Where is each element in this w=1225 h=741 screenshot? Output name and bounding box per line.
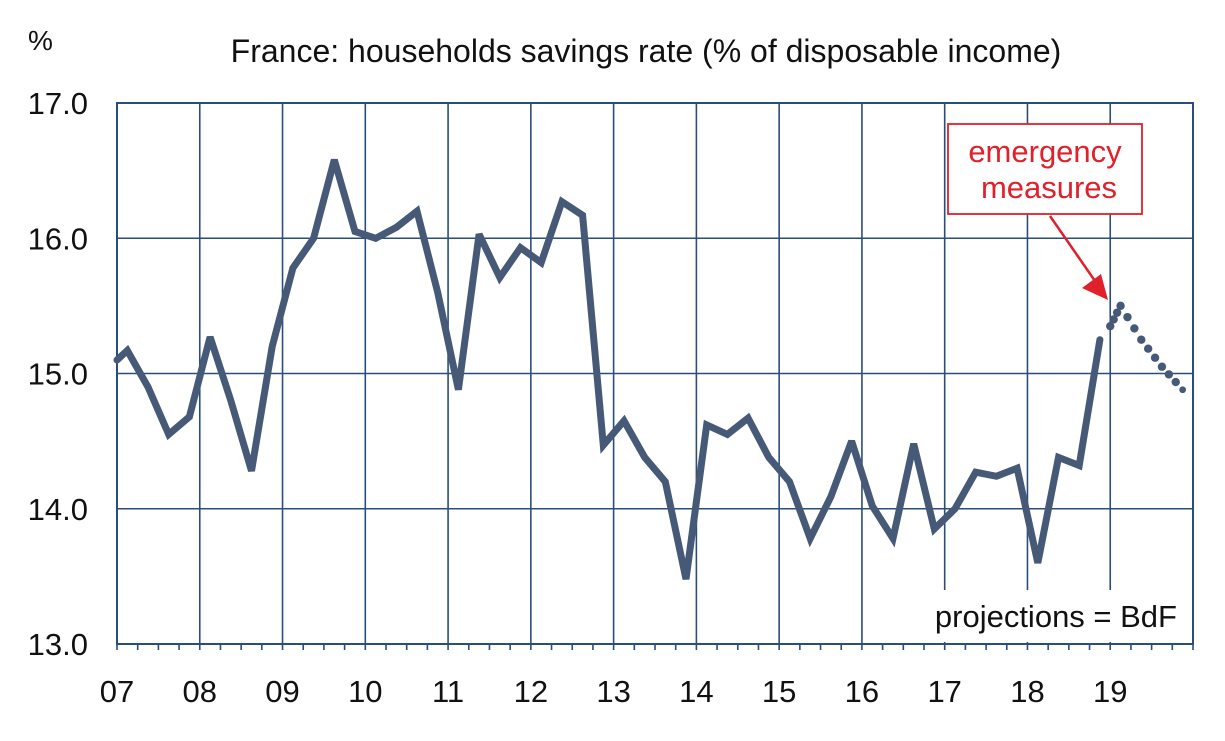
y-tick-label: 15.0 [28, 357, 88, 392]
projection-point [1164, 370, 1174, 379]
x-tick-label: 10 [348, 674, 382, 709]
x-tick-label: 11 [432, 674, 464, 709]
x-tick-label: 16 [845, 674, 879, 709]
x-tick-label: 09 [265, 674, 299, 709]
x-tick-label: 19 [1093, 674, 1127, 709]
callout-arrow-head [1082, 274, 1108, 300]
y-tick-label: 17.0 [28, 86, 88, 121]
chart-title: France: households savings rate (% of di… [231, 33, 1062, 69]
x-tick-label: 15 [762, 674, 796, 709]
projection-point [1112, 308, 1122, 317]
plot-frame [116, 102, 1194, 645]
callout-text-line2: measures [981, 170, 1117, 205]
x-tick-label: 12 [514, 674, 548, 709]
projections-label: projections = BdF [935, 599, 1177, 634]
projection-point [1179, 386, 1187, 394]
projection-point [1109, 315, 1118, 324]
y-unit-label: % [28, 25, 53, 56]
series [113, 158, 1187, 580]
y-tick-label: 16.0 [28, 221, 88, 256]
x-axis-ticks: 07 08 09 10 11 12 13 14 15 16 17 18 19 [100, 674, 1128, 709]
projection-point [1143, 344, 1153, 353]
callout-box [947, 123, 1143, 215]
projection-point [1116, 301, 1125, 311]
emergency-measures-callout: emergency measures [947, 123, 1143, 300]
x-tick-label: 17 [927, 674, 961, 709]
y-axis-ticks: 17.0 16.0 15.0 14.0 13.0 [28, 86, 88, 662]
projection-point [1137, 335, 1146, 344]
savings-rate-line [113, 158, 1104, 580]
projection-point [1157, 362, 1167, 371]
callout-arrow-shaft [1048, 215, 1097, 282]
x-tick-label: 14 [679, 674, 713, 709]
projections-label-background [895, 590, 1187, 642]
callout-text-line1: emergency [968, 134, 1122, 169]
x-tick-label: 13 [596, 674, 630, 709]
projection-point [1106, 321, 1115, 331]
projection-point [1123, 312, 1132, 322]
projection-point [1130, 324, 1139, 333]
x-tick-label: 07 [100, 674, 134, 709]
x-tick-label: 18 [1010, 674, 1044, 709]
projection-point [1150, 353, 1160, 362]
projection-point [1171, 377, 1180, 387]
x-tick-label: 08 [183, 674, 217, 709]
y-tick-label: 13.0 [28, 627, 88, 662]
y-tick-label: 14.0 [28, 492, 88, 527]
